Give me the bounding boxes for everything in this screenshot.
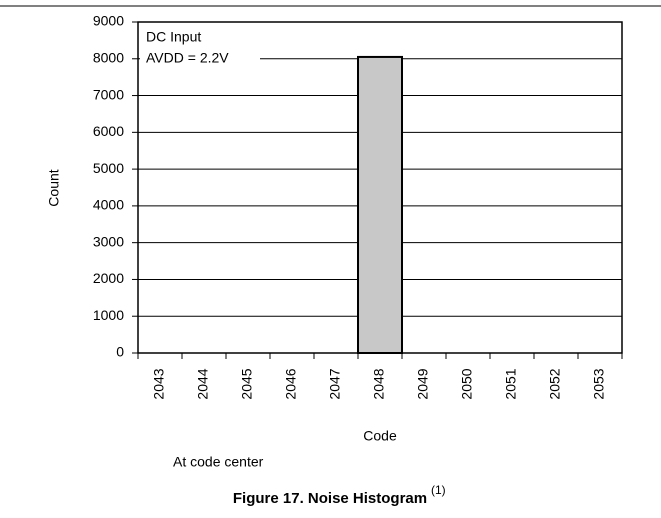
chart-title: Figure 17. Noise Histogram [233, 490, 427, 507]
footnote: At code center [173, 454, 264, 470]
y-tick-label: 0 [116, 344, 124, 360]
x-tick-label: 2049 [415, 368, 431, 399]
y-tick-label: 3000 [93, 233, 124, 249]
x-tick-label: 2047 [327, 368, 343, 399]
x-tick-label: 2045 [239, 368, 255, 399]
annotation: DC Input [146, 29, 201, 45]
title-note: (1) [431, 483, 446, 497]
y-tick-label: 1000 [93, 307, 124, 323]
y-tick-label: 5000 [93, 160, 124, 176]
y-axis-label: Count [46, 169, 62, 206]
y-tick-label: 2000 [93, 270, 124, 286]
y-tick-label: 7000 [93, 86, 124, 102]
x-tick-label: 2050 [459, 368, 475, 399]
annotation: AVDD = 2.2V [146, 50, 229, 66]
x-tick-label: 2043 [151, 368, 167, 399]
bar [357, 55, 403, 354]
y-tick-label: 6000 [93, 123, 124, 139]
x-tick-label: 2046 [283, 368, 299, 399]
y-tick-label: 4000 [93, 197, 124, 213]
y-tick-label: 9000 [93, 13, 124, 29]
x-tick-label: 2053 [591, 368, 607, 399]
x-tick-label: 2051 [503, 368, 519, 399]
x-tick-label: 2044 [195, 368, 211, 399]
x-tick-label: 2052 [547, 368, 563, 399]
y-tick-label: 8000 [93, 49, 124, 65]
annotation-bg [140, 25, 260, 71]
x-tick-label: 2048 [371, 368, 387, 399]
x-axis-label: Code [363, 428, 397, 444]
plot-frame [137, 21, 623, 354]
